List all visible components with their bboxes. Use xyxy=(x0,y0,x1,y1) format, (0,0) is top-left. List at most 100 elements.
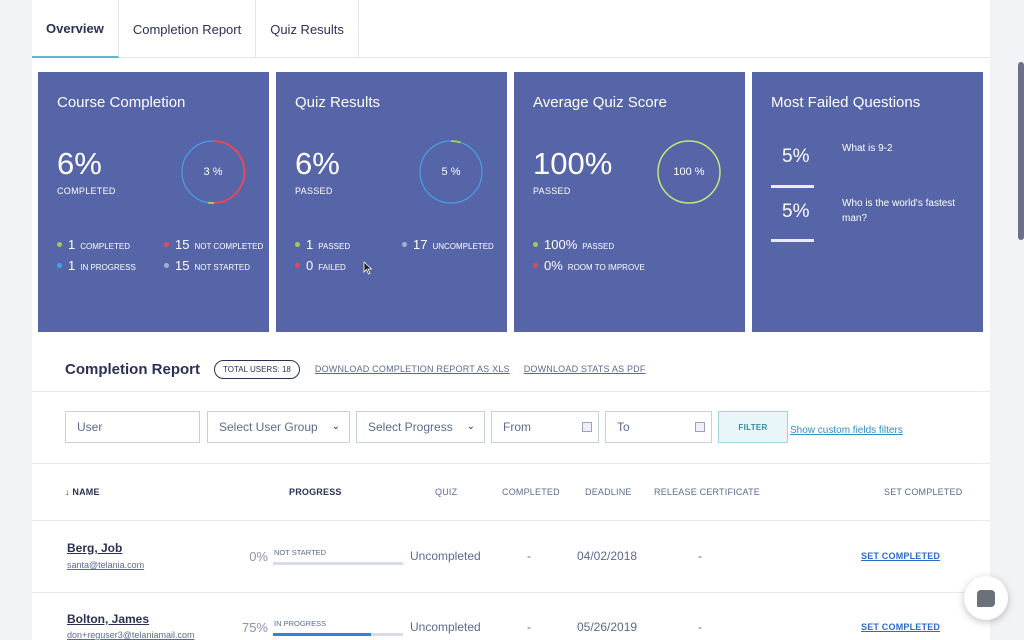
completion-report-header: Completion Report TOTAL USERS: 18 DOWNLO… xyxy=(65,358,660,380)
failed-question-text: Who is the world's fastest man? xyxy=(842,198,956,224)
progress-percent: 0% xyxy=(249,549,268,564)
completion-percent: 6% xyxy=(57,146,102,181)
card-title: Quiz Results xyxy=(295,94,381,111)
user-search-input[interactable]: User xyxy=(65,411,200,443)
course-ring-chart xyxy=(181,139,246,205)
deadline-date: 05/26/2019 xyxy=(577,620,638,634)
red-dot-icon xyxy=(533,263,538,268)
most-failed-questions-card: Most Failed Questions 5% What is 9-2 5% … xyxy=(752,72,983,332)
stat-not-completed: 15 NOT COMPLETED xyxy=(164,237,263,252)
stat-not-started: 15 NOT STARTED xyxy=(164,258,250,273)
completed-date: - xyxy=(527,620,531,634)
tab-bar: Overview Completion Report Quiz Results xyxy=(32,0,990,58)
tab-quiz-results[interactable]: Quiz Results xyxy=(256,0,359,58)
average-ring-label: 100 % xyxy=(673,166,705,178)
main-panel: Overview Completion Report Quiz Results … xyxy=(32,0,990,640)
filter-button[interactable]: FILTER xyxy=(718,411,788,443)
tab-completion-report[interactable]: Completion Report xyxy=(119,0,257,58)
card-title: Average Quiz Score xyxy=(533,94,667,111)
release-certificate: - xyxy=(698,549,702,563)
progress-status: IN PROGRESS xyxy=(274,619,327,628)
card-title: Course Completion xyxy=(57,94,186,111)
course-completion-card: Course Completion 6% COMPLETED 3 % 1 COM… xyxy=(38,72,269,332)
green-dot-icon xyxy=(295,242,300,247)
quiz-passed-label: PASSED xyxy=(295,186,333,196)
set-completed-link[interactable]: SET COMPLETED xyxy=(861,622,941,632)
user-email: santa@telania.com xyxy=(67,560,145,570)
quiz-ring-chart xyxy=(419,139,483,204)
report-title: Completion Report xyxy=(65,360,200,378)
stat-avg-passed: 100% PASSED xyxy=(533,237,614,252)
quiz-results-card: Quiz Results 6% PASSED 5 % 1 PASSED 17 U… xyxy=(276,72,507,332)
quiz-ring-label: 5 % xyxy=(441,166,461,178)
divider xyxy=(32,592,990,593)
download-xls-link[interactable]: DOWNLOAD COMPLETION REPORT AS XLS xyxy=(314,364,510,374)
chevron-down-icon: ⌄ xyxy=(331,421,340,432)
failed-question-text: What is 9-2 xyxy=(842,143,893,154)
release-certificate-column-header[interactable]: RELEASE CERTIFICATE xyxy=(654,487,760,497)
grey-dot-icon xyxy=(402,242,407,247)
failed-question-bar xyxy=(771,239,814,242)
red-dot-icon xyxy=(295,263,300,268)
tab-overview[interactable]: Overview xyxy=(32,0,119,58)
progress-column-header[interactable]: PROGRESS xyxy=(289,487,342,497)
summary-cards: Course Completion 6% COMPLETED 3 % 1 COM… xyxy=(38,72,984,332)
card-title: Most Failed Questions xyxy=(771,94,921,111)
divider xyxy=(32,463,990,464)
divider xyxy=(32,520,990,521)
green-dot-icon xyxy=(57,242,62,247)
quiz-column-header[interactable]: QUIZ xyxy=(435,487,458,497)
quiz-status: Uncompleted xyxy=(410,620,481,634)
divider xyxy=(32,391,990,392)
chat-icon xyxy=(977,589,995,607)
stat-passed: 1 PASSED xyxy=(295,237,350,252)
sort-arrow-icon: ↓ xyxy=(65,487,70,497)
calendar-icon[interactable] xyxy=(695,422,705,432)
deadline-column-header[interactable]: DEADLINE xyxy=(585,487,632,497)
failed-question-percent: 5% xyxy=(782,146,810,167)
course-ring-label: 3 % xyxy=(203,166,223,178)
download-pdf-link[interactable]: DOWNLOAD STATS AS PDF xyxy=(523,364,646,374)
ring-not-completed-arc xyxy=(212,139,246,204)
blue-dot-icon xyxy=(57,263,62,268)
user-name-link[interactable]: Bolton, James xyxy=(67,612,150,626)
user-email: don+reguser3@telaniamail.com xyxy=(67,630,195,640)
average-score-percent: 100% xyxy=(533,146,613,181)
ring-passed-arc xyxy=(657,140,721,204)
red-dot-icon xyxy=(164,242,169,247)
user-group-select[interactable]: Select User Group ⌄ xyxy=(207,411,350,443)
release-certificate: - xyxy=(698,620,702,634)
stat-room-to-improve: 0% ROOM TO IMPROVE xyxy=(533,258,645,273)
chevron-down-icon: ⌄ xyxy=(466,421,475,432)
failed-question-percent: 5% xyxy=(782,201,810,222)
name-column-header[interactable]: ↓ NAME xyxy=(65,487,100,497)
completed-date: - xyxy=(527,549,531,563)
green-dot-icon xyxy=(533,242,538,247)
progress-percent: 75% xyxy=(241,620,268,635)
failed-question-bar xyxy=(771,185,814,188)
average-quiz-score-card: Average Quiz Score 100% PASSED 100 % 100… xyxy=(514,72,745,332)
set-completed-link[interactable]: SET COMPLETED xyxy=(861,551,941,561)
total-users-badge: TOTAL USERS: 18 xyxy=(214,359,300,379)
show-custom-fields-link[interactable]: Show custom fields filters xyxy=(790,425,903,436)
calendar-icon[interactable] xyxy=(582,422,592,432)
average-ring-chart xyxy=(657,140,721,204)
progress-status: NOT STARTED xyxy=(274,548,327,557)
completed-column-header[interactable]: COMPLETED xyxy=(502,487,560,497)
quiz-passed-percent: 6% xyxy=(295,146,340,181)
quiz-status: Uncompleted xyxy=(410,549,481,563)
ring-passed-arc xyxy=(450,139,461,144)
from-date-field[interactable]: From xyxy=(491,411,599,443)
scrollbar-thumb[interactable] xyxy=(1018,62,1024,240)
progress-bar xyxy=(273,562,403,565)
chat-widget-button[interactable] xyxy=(964,576,1008,620)
grey-dot-icon xyxy=(164,263,169,268)
stat-in-progress: 1 IN PROGRESS xyxy=(57,258,136,273)
set-completed-column-header[interactable]: SET COMPLETED xyxy=(884,487,963,497)
progress-select[interactable]: Select Progress ⌄ xyxy=(356,411,485,443)
to-date-field[interactable]: To xyxy=(605,411,712,443)
stat-completed: 1 COMPLETED xyxy=(57,237,130,252)
completion-label: COMPLETED xyxy=(57,186,116,196)
user-name-link[interactable]: Berg, Job xyxy=(67,541,123,555)
deadline-date: 04/02/2018 xyxy=(577,549,638,563)
